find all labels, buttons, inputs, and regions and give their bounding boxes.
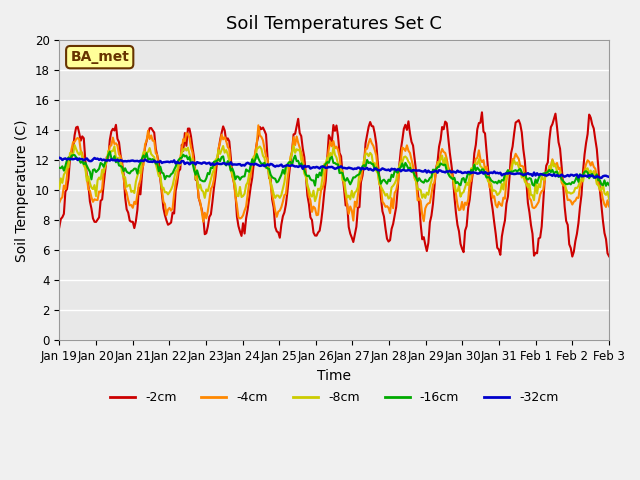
Legend: -2cm, -4cm, -8cm, -16cm, -32cm: -2cm, -4cm, -8cm, -16cm, -32cm xyxy=(105,386,563,409)
Title: Soil Temperatures Set C: Soil Temperatures Set C xyxy=(226,15,442,33)
Y-axis label: Soil Temperature (C): Soil Temperature (C) xyxy=(15,119,29,262)
X-axis label: Time: Time xyxy=(317,369,351,383)
Text: BA_met: BA_met xyxy=(70,50,129,64)
